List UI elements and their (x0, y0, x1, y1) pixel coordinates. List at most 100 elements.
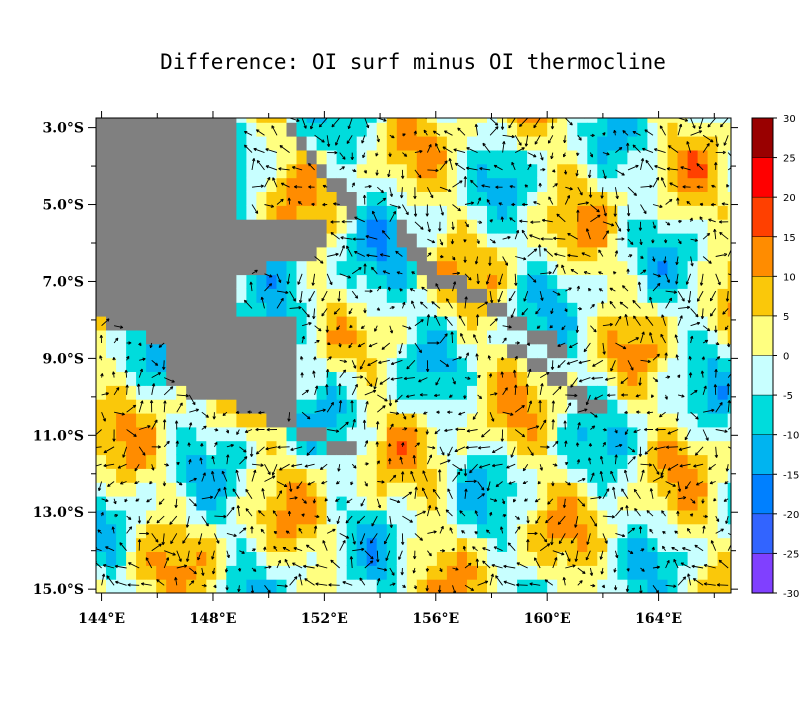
heatmap-cell (577, 579, 588, 593)
y-tick-label: 5.0°S (43, 198, 84, 214)
heatmap-cell (477, 118, 488, 123)
heatmap-cell (386, 233, 398, 248)
heatmap-cell (597, 233, 608, 248)
heatmap-cell (647, 537, 658, 552)
heatmap-cell (647, 413, 658, 428)
vector-arrow (301, 118, 307, 129)
heatmap-cell (707, 371, 719, 386)
heatmap-cell (477, 399, 488, 414)
heatmap-cell (547, 233, 558, 248)
vector-arrow (287, 412, 291, 422)
vector-arrow (587, 169, 592, 179)
land-cell (156, 191, 167, 206)
vector-arrow (188, 422, 193, 430)
heatmap-cell (366, 454, 378, 469)
vector-arrow (174, 420, 179, 430)
heatmap-cell (557, 274, 568, 289)
heatmap-cell (326, 371, 338, 386)
vector-arrow (463, 176, 468, 188)
land-cell (116, 219, 127, 234)
land-cell (196, 371, 207, 386)
heatmap-cell (567, 329, 578, 345)
vector-arrow (265, 446, 278, 451)
vector-arrow (352, 375, 364, 379)
vector-arrow (482, 142, 491, 153)
heatmap-cell (316, 136, 328, 151)
heatmap-cell (527, 399, 538, 414)
heatmap-cell (617, 118, 628, 123)
vector-arrow (530, 220, 541, 224)
vector-arrow (139, 357, 146, 361)
heatmap-cell (236, 496, 247, 511)
vector-arrow (239, 527, 247, 534)
heatmap-cell (527, 316, 538, 331)
vector-arrow (151, 372, 162, 378)
land-cell (186, 233, 197, 248)
vector-arrow (201, 495, 214, 500)
heatmap-cell (356, 371, 368, 386)
vector-arrow (566, 359, 578, 365)
heatmap-cell (386, 163, 398, 179)
land-cell (256, 371, 267, 386)
vector-arrow (251, 184, 264, 188)
vector-arrow (714, 368, 718, 378)
vector-arrow (350, 400, 354, 413)
vector-arrow (646, 510, 654, 517)
heatmap-cell (647, 371, 658, 386)
land-cell (216, 316, 227, 331)
vector-arrow (296, 481, 303, 490)
land-cell (557, 343, 568, 359)
vector-arrow (702, 256, 712, 264)
heatmap-cell (386, 118, 398, 123)
heatmap-cell (366, 163, 378, 179)
heatmap-cell (587, 136, 598, 151)
heatmap-cell (617, 454, 628, 469)
land-cell (206, 316, 217, 331)
heatmap-cell (366, 136, 378, 151)
heatmap-cell (106, 523, 117, 539)
vector-arrow (708, 463, 716, 470)
heatmap-cell (667, 329, 679, 345)
heatmap-cell (727, 274, 731, 289)
heatmap-cell (687, 565, 699, 580)
heatmap-cell (366, 579, 378, 593)
vector-arrow (676, 197, 680, 205)
colorbar-label: -30 (783, 589, 799, 600)
heatmap-cell (637, 551, 648, 566)
vector-arrow (552, 169, 556, 173)
heatmap-cell (366, 329, 378, 345)
heatmap-cell (346, 426, 358, 442)
heatmap-cell (136, 579, 147, 593)
heatmap-cell (426, 233, 438, 248)
vector-arrow (214, 428, 219, 432)
heatmap-cell (206, 565, 217, 580)
heatmap-cell (607, 246, 618, 262)
heatmap-cell (687, 205, 699, 220)
heatmap-cell (607, 122, 618, 137)
vector-arrow (446, 298, 453, 309)
heatmap-cell (286, 523, 298, 539)
heatmap-cell (567, 496, 578, 511)
vector-arrow (655, 427, 666, 432)
heatmap-cell (176, 468, 187, 483)
land-cell (306, 219, 318, 234)
vector-arrow (435, 143, 441, 153)
x-axis: 144°E 148°E 152°E 156°E 160°E 164°E (78, 111, 715, 627)
heatmap-cell (346, 343, 358, 359)
heatmap-cell (166, 426, 177, 442)
vector-arrow (399, 187, 404, 199)
vector-arrow (714, 162, 718, 170)
vector-arrow (389, 567, 395, 576)
heatmap-cell (707, 509, 719, 525)
heatmap-cell (517, 149, 528, 165)
heatmap-cell (707, 316, 719, 331)
heatmap-cell (637, 118, 648, 123)
colorbar-label: -10 (783, 431, 799, 442)
heatmap-cell (186, 509, 197, 525)
land-cell (106, 136, 117, 151)
heatmap-cell (296, 413, 308, 428)
heatmap-cell (206, 496, 217, 511)
heatmap-cell (146, 496, 157, 511)
heatmap-cell (256, 509, 267, 525)
heatmap-cell (356, 385, 368, 400)
